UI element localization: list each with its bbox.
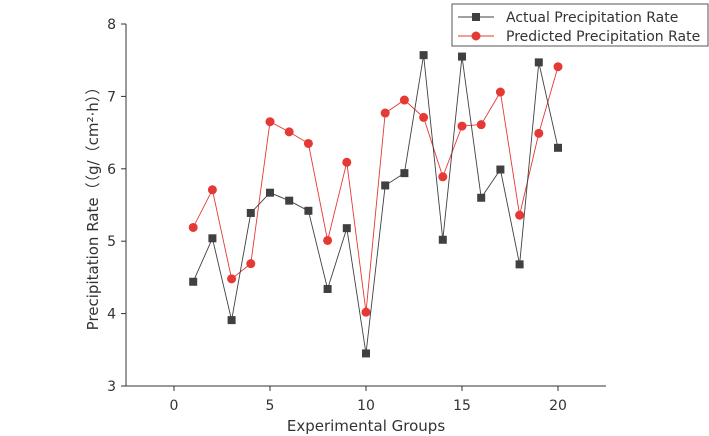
- legend: Actual Precipitation Rate Predicted Preci…: [451, 3, 709, 47]
- data-point-circle: [265, 117, 275, 127]
- data-point-circle: [227, 274, 237, 284]
- series-line: [192, 66, 559, 313]
- data-point-square: [208, 234, 217, 243]
- y-tick-label: 7: [107, 89, 116, 105]
- legend-box: [451, 3, 709, 47]
- data-point-square: [458, 52, 466, 61]
- x-axis-title: Experimental Groups: [287, 417, 445, 435]
- data-point-square: [266, 188, 274, 197]
- x-tick-label: 0: [170, 398, 179, 414]
- data-point-circle: [246, 259, 256, 269]
- data-point-square: [342, 224, 351, 233]
- x-tick-label: 15: [453, 398, 471, 414]
- data-point-circle: [284, 127, 294, 137]
- data-point-square: [227, 316, 236, 325]
- data-point-circle: [476, 120, 486, 130]
- data-point-circle: [399, 95, 409, 105]
- data-point-circle: [323, 235, 333, 245]
- data-point-circle: [361, 307, 371, 317]
- data-point-square: [189, 277, 198, 286]
- data-point-circle: [303, 138, 313, 148]
- y-tick-label: 5: [107, 234, 116, 250]
- axes: [125, 24, 606, 387]
- y-tick-label: 4: [107, 307, 116, 323]
- data-point-circle: [495, 87, 505, 97]
- data-point-square: [515, 260, 524, 269]
- series-predicted: [188, 62, 563, 317]
- data-point-circle: [419, 112, 429, 122]
- data-point-circle: [188, 222, 198, 232]
- data-point-square: [381, 181, 390, 190]
- series-actual: [189, 51, 562, 358]
- legend-label: Actual Precipitation Rate: [506, 10, 678, 26]
- data-point-circle: [342, 157, 352, 167]
- data-point-square: [554, 143, 562, 152]
- series-layer: [188, 51, 563, 358]
- data-point-square: [323, 284, 332, 293]
- data-point-circle: [380, 108, 390, 118]
- data-point-square: [362, 349, 370, 358]
- data-point-square: [304, 206, 313, 215]
- y-ticks: 3 4 5 6 7 8: [107, 17, 126, 395]
- legend-entries: Actual Precipitation Rate Predicted Preci…: [458, 10, 700, 45]
- data-point-circle: [438, 172, 448, 182]
- data-point-square: [419, 51, 428, 60]
- x-tick-label: 10: [357, 398, 375, 414]
- series-line: [192, 55, 559, 354]
- legend-marker-square: [472, 13, 480, 21]
- x-tick-label: 5: [266, 398, 275, 414]
- data-point-square: [438, 235, 447, 244]
- data-point-square: [496, 165, 505, 174]
- data-point-circle: [515, 210, 525, 220]
- data-point-circle: [553, 62, 563, 72]
- x-tick-label: 20: [549, 398, 567, 414]
- data-point-circle: [534, 128, 544, 138]
- y-tick-label: 8: [107, 17, 116, 33]
- data-point-square: [246, 208, 255, 217]
- data-point-circle: [457, 121, 467, 131]
- legend-label: Predicted Precipitation Rate: [506, 29, 700, 45]
- data-point-square: [477, 193, 486, 202]
- legend-marker-circle: [471, 31, 481, 41]
- y-axis-title: Precipitation Rate（（g/（cm²·h））: [84, 80, 102, 331]
- x-ticks: 0 5 10 15 20: [170, 386, 567, 414]
- y-tick-label: 6: [107, 162, 116, 178]
- data-point-square: [534, 58, 543, 67]
- data-point-square: [285, 196, 294, 205]
- data-point-square: [400, 169, 409, 178]
- y-tick-label: 3: [107, 379, 116, 395]
- data-point-circle: [207, 185, 217, 195]
